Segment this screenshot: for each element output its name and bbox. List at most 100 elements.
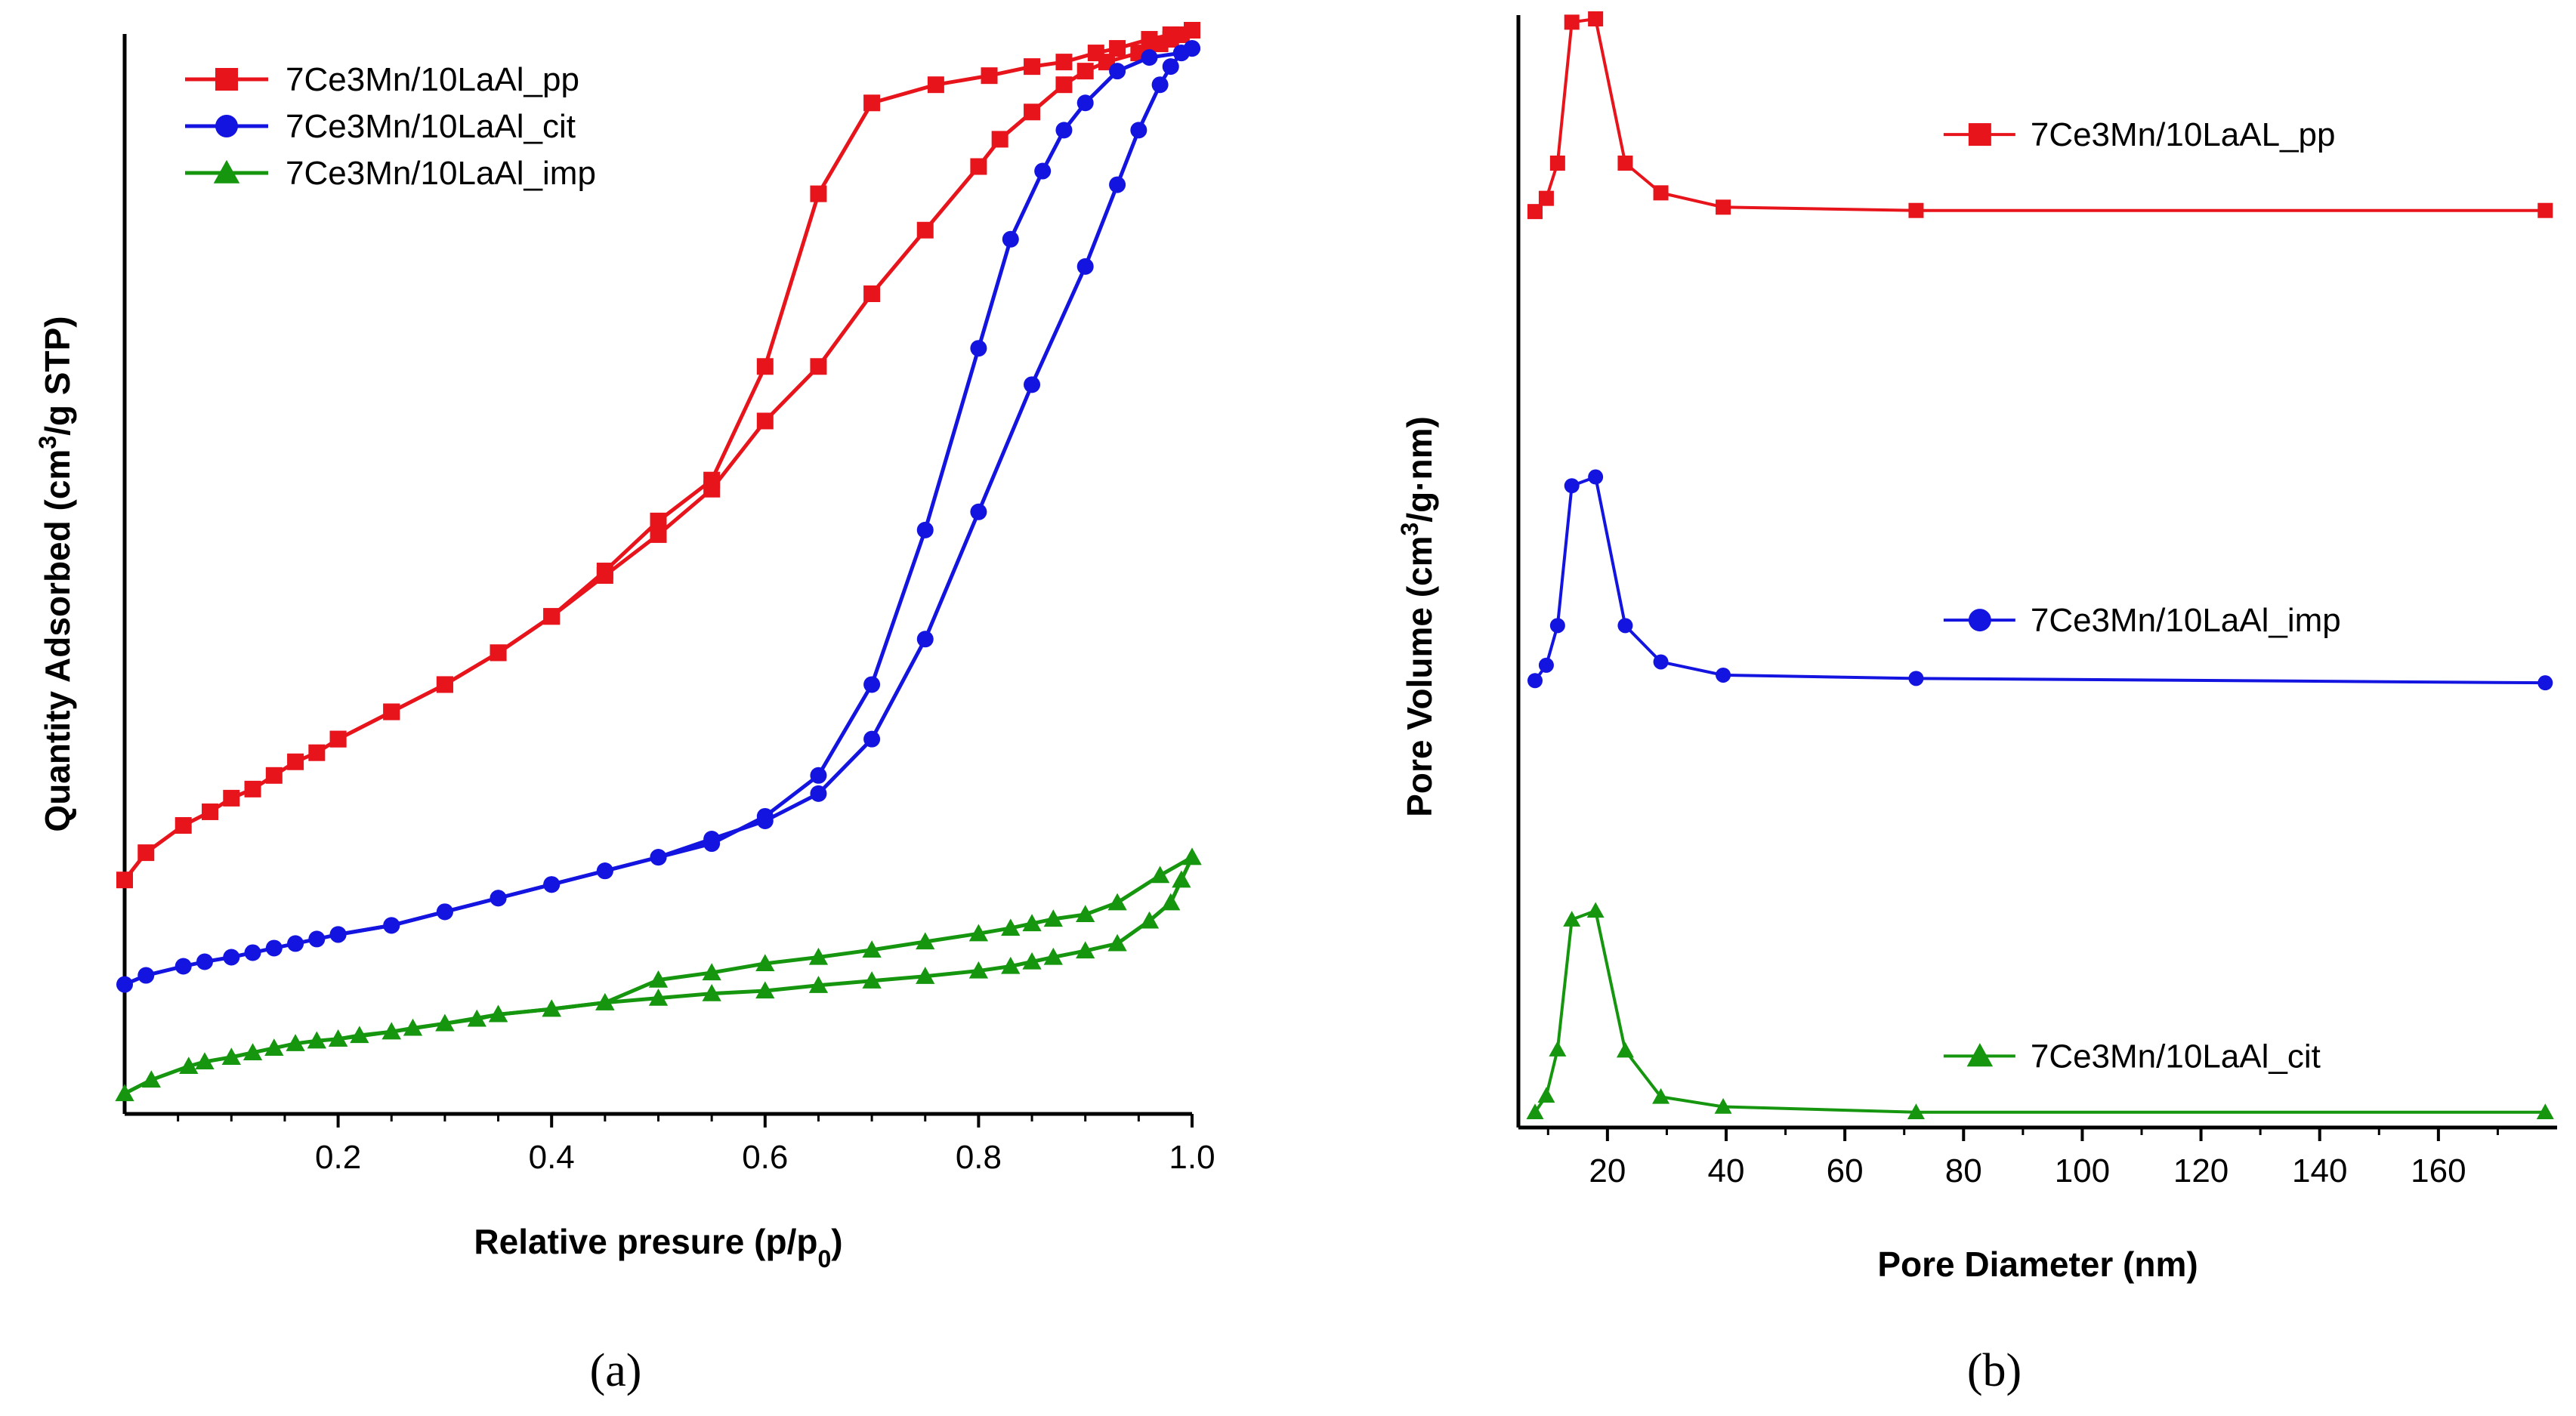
panel-a-y-axis-title-main: Quantity Adsorbed (cm [38,449,77,832]
panel-a-data-point [702,983,721,1001]
panel-a-label: (a) [590,1345,642,1396]
panel-a-x-tick-label: 0.2 [315,1139,361,1176]
panel-a-data-point [383,917,400,934]
panel-a-data-point [329,730,347,748]
panel-a-data-point [650,526,667,543]
panel-a-data-point [927,76,944,94]
panel-a-data-point [436,903,453,921]
panel-a-data-point [863,730,881,748]
panel-a-data-point [287,753,304,770]
panel-a-data-point [308,744,326,761]
panel-a-x-tick-label: 0.4 [529,1139,575,1176]
panel-a-data-point [1055,76,1073,94]
panel-a-data-point [650,849,667,866]
panel-a-data-point [1024,376,1041,393]
panel-a-data-point [916,521,934,538]
panel-b-series-labels: 7Ce3Mn/10LaAL_pp 7Ce3Mn/10LaAl_imp 7Ce3Mn/… [1943,116,2341,1075]
panel-b-data-point [1616,1041,1634,1058]
panel-a-data-point [137,844,155,862]
panel-a-data-point [329,926,347,943]
panel-a-series-line [123,28,1193,881]
panel-a-legend-marker [215,115,238,137]
panel-a-data-point [756,412,774,430]
panel-b-data-point [1908,202,1924,218]
panel-a-data-point [810,767,827,784]
panel-a-data-point [1109,40,1126,57]
panel-a-series-1 [116,40,1200,993]
panel-b-data-point [1537,1087,1555,1103]
panel-a-data-point [968,961,989,979]
panel-b-series [1526,11,2554,1119]
panel-b-series-line [1534,474,2546,685]
panel-a-x-ticks: 0.2 0.4 0.6 0.8 1.0 [177,1114,1215,1176]
panel-a-data-point [1043,947,1063,965]
panel-a-data-point [916,932,935,950]
panel-a-legend-label: 7Ce3Mn/10LaAl_imp [286,155,596,192]
panel-a-data-point [1034,162,1052,180]
panel-a-data-point [490,890,507,907]
panel-a-legend-marker [215,68,238,91]
panel-a-data-point [242,1043,263,1060]
panel-a-data-point [543,608,561,625]
panel-a-data-point [1001,918,1021,936]
panel-b-data-point [1563,911,1581,927]
panel-a-y-axis-title-superscript: 3 [34,436,61,449]
panel-a-data-point [596,862,613,880]
panel-a-data-point [542,999,561,1017]
panel-a-data-point [916,221,934,239]
panel-a-y-axis-title-end: /g STP) [38,316,77,435]
panel-a-data-point [1182,847,1202,865]
panel-b-data-point [1538,190,1554,206]
panel-a-x-axis-title: Relative presure (p/p0) [474,1222,842,1273]
panel-a-data-point [141,1070,161,1088]
panel-a-series [115,22,1202,1102]
panel-a-data-point [543,876,561,893]
panel-a-data-point [1107,893,1127,911]
panel-a-data-point [970,158,987,175]
panel-b-data-point [1716,667,1731,683]
panel-b-x-tick-label: 100 [2055,1152,2110,1189]
panel-b-pore-distribution-chart: 20 40 60 80 100 120 140 160 7Ce3Mn/10LaAL_pp7Ce… [1396,11,2557,1396]
panel-a-data-point [703,471,721,489]
panel-a-data-point [1001,956,1021,974]
panel-b-y-axis-title-superscript: 3 [1396,523,1423,536]
panel-b-x-ticks: 20 40 60 80 100 120 140 160 [1546,1128,2499,1189]
panel-a-isotherm-chart: 0.2 0.4 0.6 0.8 1.0 7Ce3Mn/10LaAl_pp7Ce3Mn/1… [34,22,1215,1396]
panel-a-data-point [264,1038,284,1056]
panel-a-data-point [808,947,829,965]
panel-b-y-axis-title: Pore Volume (cm3/g·nm) [1396,416,1439,817]
panel-a-data-point [195,1052,215,1070]
panel-b-data-point [1549,618,1565,634]
panel-a-data-point [981,67,998,85]
panel-b-series-2 [1526,902,2554,1119]
panel-a-data-point [863,94,881,112]
panel-a-legend-label: 7Ce3Mn/10LaAl_cit [286,108,576,145]
panel-a-data-point [115,1084,134,1102]
panel-a-data-point [1076,941,1095,959]
panel-a-data-point [650,512,667,529]
panel-a-data-point [916,631,934,648]
panel-a-data-point [175,958,192,975]
panel-a-series-0 [116,22,1200,889]
panel-b-data-point [1617,155,1633,171]
panel-b-x-tick-label: 160 [2411,1152,2466,1189]
panel-b-data-point [1716,199,1731,215]
panel-a-series-2 [115,847,1202,1102]
panel-a-data-point [244,944,261,961]
panel-a-data-point [1107,933,1127,952]
panel-a-data-point [755,981,775,999]
panel-a-data-point [265,939,283,957]
panel-a-legend: 7Ce3Mn/10LaAl_pp 7Ce3Mn/10LaAl_cit 7Ce3Mn/… [185,61,596,192]
panel-a-data-point [702,963,721,981]
panel-a-data-point [862,971,882,989]
panel-a-data-point [991,131,1008,148]
panel-a-data-point [1141,49,1158,66]
panel-a-data-point [810,785,827,802]
panel-a-data-point [328,1029,348,1047]
panel-a-data-point [244,780,261,797]
panel-b-legend-marker [1968,609,1991,632]
panel-a-data-point [1076,905,1095,923]
panel-a-x-axis-title-main: Relative presure (p/p [474,1222,817,1261]
panel-a-data-point [116,976,133,993]
panel-a-data-point [756,358,774,375]
